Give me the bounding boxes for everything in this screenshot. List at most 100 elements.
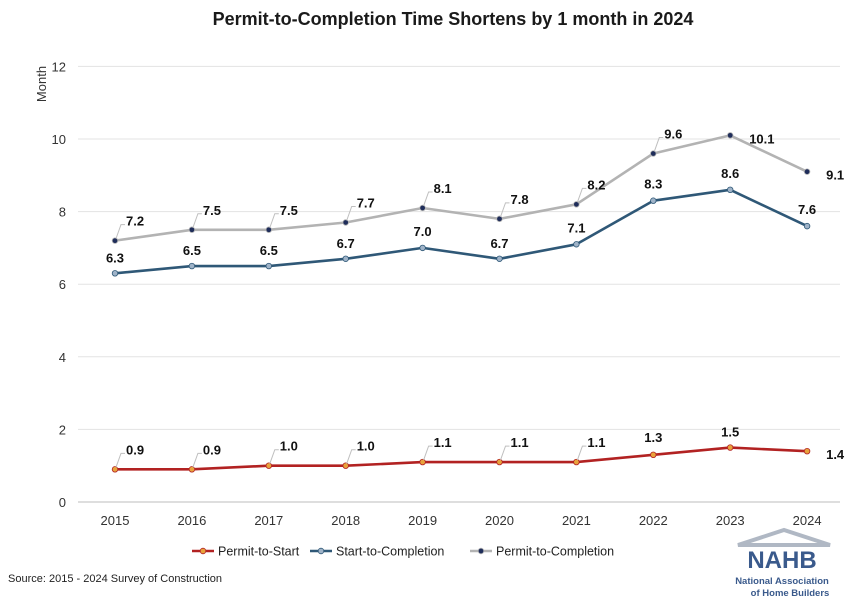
y-tick-label: 12	[52, 59, 66, 74]
y-tick-label: 2	[59, 422, 66, 437]
permit-to-start-point	[188, 466, 196, 473]
permit-to-completion-point	[265, 226, 272, 233]
start-to-completion-point	[496, 255, 503, 262]
y-tick-label: 4	[59, 350, 66, 365]
permit-to-start-point	[573, 458, 580, 466]
permit-to-start-data-label: 1.3	[644, 430, 662, 445]
legend-marker-permit-to-start	[199, 547, 207, 555]
source-note: Source: 2015 - 2024 Survey of Constructi…	[8, 573, 222, 585]
y-axis-title: Month	[34, 66, 49, 102]
x-axis-ticks: 2015 2016 2017 2018 2019 2020 2021 2022 2023 2024	[101, 513, 822, 528]
series	[111, 132, 811, 473]
start-to-completion-data-label: 7.6	[798, 202, 816, 217]
legend-marker-start-to-completion	[317, 547, 325, 555]
x-tick-label: 2023	[716, 513, 745, 528]
permit-to-start-data-label: 1.1	[587, 435, 605, 450]
permit-to-completion-data-label: 7.7	[357, 195, 375, 210]
legend: Permit-to-Start Start-to-Completion Permit…	[192, 545, 614, 559]
x-tick-label: 2018	[331, 513, 360, 528]
start-to-completion-data-label: 6.7	[337, 236, 355, 251]
permit-to-start-point	[496, 458, 503, 466]
legend-label-permit-to-start: Permit-to-Start	[218, 545, 300, 559]
permit-to-completion-data-label: 10.1	[749, 131, 774, 146]
permit-to-completion-data-label: 7.2	[126, 214, 144, 229]
start-to-completion-point	[188, 262, 196, 270]
start-to-completion-data-label: 6.5	[260, 243, 278, 258]
label-leader-line	[115, 452, 125, 468]
permit-to-start-line	[115, 446, 808, 471]
permit-to-start-point	[265, 462, 272, 469]
start-to-completion-data-label: 7.0	[414, 224, 432, 239]
label-leader-line	[500, 445, 510, 461]
start-to-completion-point	[111, 270, 119, 277]
y-axis-ticks: 0 2 4 6 8 10 12	[52, 59, 66, 510]
x-tick-label: 2022	[639, 513, 668, 528]
x-tick-label: 2015	[101, 513, 130, 528]
permit-to-completion-point	[803, 168, 811, 175]
start-to-completion-point	[419, 244, 426, 252]
permit-to-completion-data-label: 8.1	[434, 181, 452, 196]
permit-to-start-data-label: 0.9	[203, 442, 221, 457]
permit-to-completion-point	[573, 201, 580, 208]
x-tick-label: 2016	[177, 513, 206, 528]
permit-to-start-data-label: 1.1	[511, 435, 529, 450]
start-to-completion-point	[573, 241, 580, 248]
logo-roof-icon	[737, 527, 831, 547]
permit-to-start-point	[419, 458, 426, 466]
permit-to-start-point	[650, 451, 657, 459]
legend-label-permit-to-completion: Permit-to-Completion	[496, 545, 614, 559]
permit-to-completion-data-label: 9.1	[826, 168, 844, 183]
permit-to-completion-point	[419, 204, 426, 212]
permit-to-completion-point	[342, 219, 349, 226]
x-tick-label: 2020	[485, 513, 514, 528]
nahb-logo: NAHB National Association of Home Builde…	[735, 527, 831, 599]
permit-to-start-point	[803, 447, 811, 455]
start-to-completion-data-label: 8.6	[721, 166, 739, 181]
permit-to-start-point	[111, 466, 119, 473]
y-tick-label: 8	[59, 205, 66, 220]
label-leader-line	[576, 187, 587, 203]
permit-to-start-data-label: 1.1	[434, 435, 452, 450]
permit-to-completion-line	[114, 134, 808, 242]
permit-to-completion-point	[496, 215, 503, 223]
label-leaders	[115, 137, 664, 468]
label-leader-line	[346, 205, 356, 221]
label-leader-line	[500, 202, 510, 218]
label-leader-line	[423, 191, 433, 207]
y-tick-label: 10	[52, 132, 66, 147]
chart-title: Permit-to-Completion Time Shortens by 1 …	[213, 9, 694, 29]
label-leader-line	[192, 213, 202, 228]
permit-to-completion-data-label: 9.6	[664, 127, 682, 142]
permit-to-start-data-label: 1.0	[357, 439, 375, 454]
start-to-completion-point	[650, 197, 657, 204]
permit-to-completion-point	[727, 132, 734, 139]
y-tick-label: 0	[59, 495, 66, 510]
x-tick-label: 2019	[408, 513, 437, 528]
start-to-completion-line	[114, 188, 808, 275]
permit-to-start-data-label: 0.9	[126, 442, 144, 457]
label-leader-line	[576, 445, 587, 461]
label-leader-line	[115, 224, 125, 239]
start-to-completion-point	[727, 186, 734, 194]
x-tick-label: 2017	[254, 513, 283, 528]
x-tick-label: 2024	[793, 513, 822, 528]
start-to-completion-data-label: 6.3	[106, 250, 124, 265]
label-leader-line	[653, 137, 664, 152]
permit-to-start-data-label: 1.4	[826, 447, 845, 462]
start-to-completion-point	[342, 255, 349, 262]
permit-to-start-data-label: 1.5	[721, 425, 739, 440]
logo-wordmark: NAHB	[747, 547, 816, 574]
label-leader-line	[192, 452, 202, 468]
gridlines	[78, 65, 840, 503]
permit-to-completion-data-label: 7.5	[203, 203, 221, 218]
start-to-completion-data-label: 6.7	[490, 236, 508, 251]
permit-to-completion-data-label: 8.2	[587, 177, 605, 192]
start-to-completion-data-label: 7.1	[567, 220, 585, 235]
start-to-completion-point	[803, 222, 811, 230]
logo-line2: of Home Builders	[751, 588, 830, 599]
label-leader-line	[269, 449, 279, 464]
permit-to-completion-point	[650, 150, 657, 157]
label-leader-line	[423, 445, 433, 461]
start-to-completion-data-label: 6.5	[183, 243, 201, 258]
label-leader-line	[346, 449, 356, 464]
